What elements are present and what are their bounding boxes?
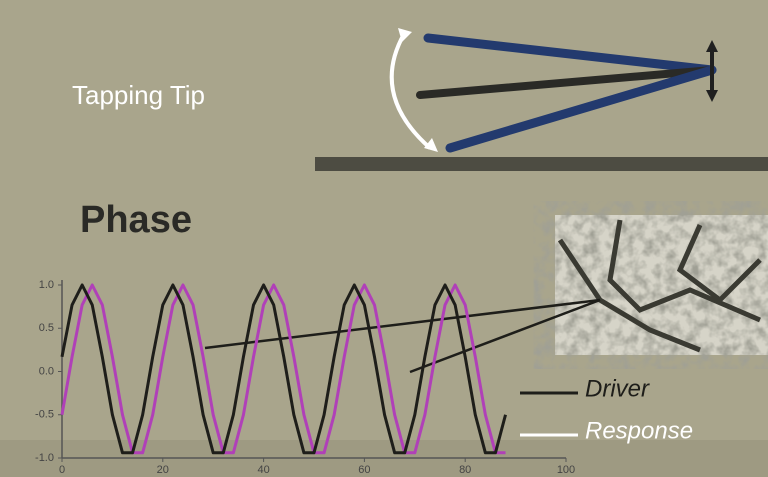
- y-tick-label: 1.0: [39, 279, 54, 291]
- x-tick-label: 60: [358, 464, 370, 476]
- x-tick-label: 20: [157, 464, 169, 476]
- sample-surface: [315, 157, 768, 171]
- y-tick-label: 0.5: [39, 322, 54, 334]
- legend-label: Response: [585, 417, 693, 444]
- figure: Tapping Tip Phase -1.0 -0.5 0.0 0.5 1.0 0 20 40…: [0, 0, 768, 477]
- legend-label: Driver: [585, 375, 650, 402]
- phase-label: Phase: [80, 199, 192, 241]
- x-tick-label: 0: [59, 464, 65, 476]
- x-tick-label: 100: [557, 464, 575, 476]
- x-tick-label: 80: [459, 464, 471, 476]
- x-tick-label: 40: [257, 464, 269, 476]
- y-tick-label: 0.0: [39, 365, 54, 377]
- y-tick-label: -1.0: [35, 452, 54, 464]
- tip-label: Tapping Tip: [72, 80, 205, 110]
- y-tick-label: -0.5: [35, 409, 54, 421]
